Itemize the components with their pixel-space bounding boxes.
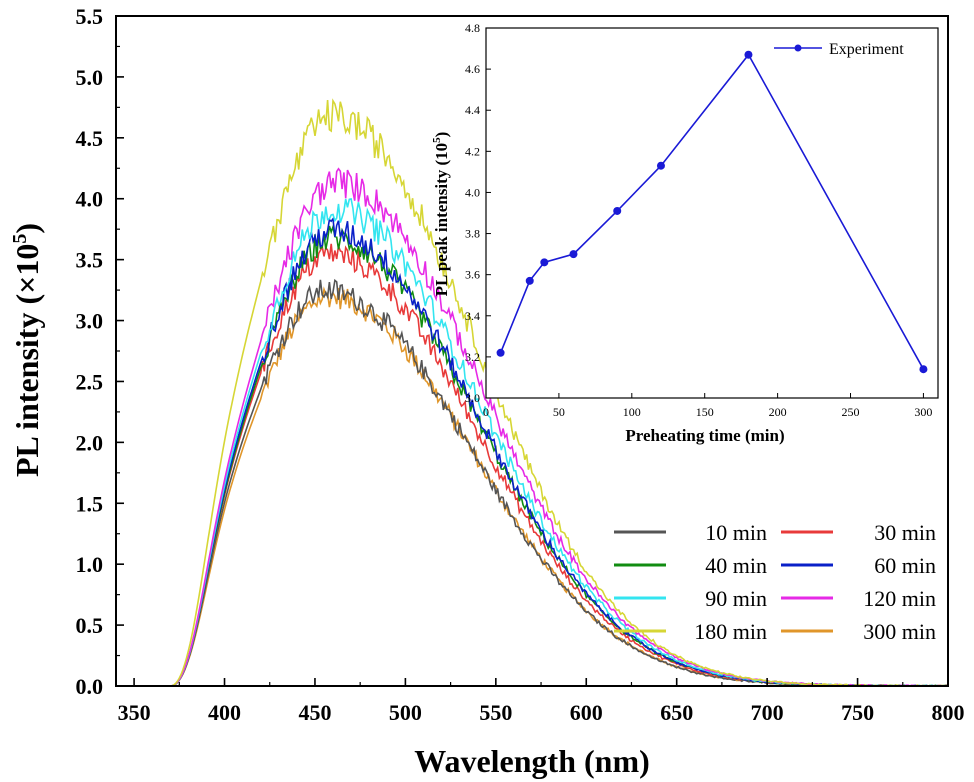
main-y-tick-label: 3.0 bbox=[76, 309, 104, 334]
main-y-tick-label: 2.5 bbox=[76, 369, 104, 394]
inset-y-tick-label: 3.2 bbox=[465, 350, 480, 364]
main-y-axis-title-end: ) bbox=[9, 223, 45, 234]
inset-x-tick-label: 50 bbox=[553, 405, 565, 419]
main-x-tick-label: 800 bbox=[932, 700, 965, 725]
main-x-tick-label: 450 bbox=[298, 700, 331, 725]
main-y-tick-label: 4.0 bbox=[76, 187, 104, 212]
main-y-axis-title-sup: 5 bbox=[9, 234, 31, 244]
inset-data-point bbox=[613, 206, 622, 215]
inset-data-point bbox=[656, 161, 665, 170]
legend-label: 30 min bbox=[874, 520, 936, 545]
main-y-tick-label: 0.0 bbox=[76, 674, 104, 699]
main-x-tick-label: 400 bbox=[208, 700, 241, 725]
main-y-tick-label: 0.5 bbox=[76, 613, 104, 638]
main-y-tick-label: 5.5 bbox=[76, 4, 104, 29]
main-y-tick-label: 2.0 bbox=[76, 430, 104, 455]
inset-y-tick-label: 4.8 bbox=[465, 21, 480, 35]
main-x-tick-label: 600 bbox=[570, 700, 603, 725]
inset-x-tick-label: 0 bbox=[483, 405, 489, 419]
main-y-tick-label: 1.5 bbox=[76, 491, 104, 516]
inset-x-tick-label: 100 bbox=[623, 405, 641, 419]
inset-y-axis-title-sup: 5 bbox=[431, 137, 443, 143]
inset-series-group bbox=[496, 50, 928, 374]
inset-y-tick-labels: 3.0 3.2 3.4 3.6 3.8 4.0 4.2 4.4 4.6 4.8 bbox=[465, 21, 480, 405]
main-x-tick-label: 750 bbox=[841, 700, 874, 725]
inset-y-tick-label: 4.2 bbox=[465, 144, 480, 158]
main-x-tick-label: 350 bbox=[118, 700, 151, 725]
main-x-axis-title: Wavelength (nm) bbox=[414, 743, 650, 779]
inset-data-point bbox=[919, 365, 928, 374]
inset-y-tick-label: 3.0 bbox=[465, 391, 480, 405]
inset-data-point bbox=[525, 276, 534, 285]
inset-x-tick-label: 250 bbox=[842, 405, 860, 419]
inset-x-tick-label: 150 bbox=[696, 405, 714, 419]
inset-y-axis-title-end: ) bbox=[432, 132, 451, 138]
legend-label: 180 min bbox=[694, 619, 767, 644]
main-y-tick-label: 5.0 bbox=[76, 65, 104, 90]
inset-y-axis-title-text: PL peak intensity (10 bbox=[432, 143, 451, 297]
inset-plot-frame bbox=[485, 27, 939, 399]
main-x-tick-label: 700 bbox=[751, 700, 784, 725]
legend-label: 10 min bbox=[705, 520, 767, 545]
main-y-axis-title-text: PL intensity (×10 bbox=[9, 244, 45, 477]
legend-label: 90 min bbox=[705, 586, 767, 611]
main-x-tick-label: 500 bbox=[389, 700, 422, 725]
main-axis-ticks bbox=[116, 15, 949, 687]
spectrum-line-180-min bbox=[116, 98, 949, 687]
main-x-tick-label: 550 bbox=[479, 700, 512, 725]
main-x-tick-labels: 350 400 450 500 550 600 650 700 750 800 bbox=[118, 700, 965, 725]
inset-x-tick-label: 300 bbox=[914, 405, 932, 419]
inset-y-tick-label: 3.8 bbox=[465, 227, 480, 241]
inset-legend-label: Experiment bbox=[829, 41, 904, 58]
inset-legend-marker bbox=[794, 44, 802, 52]
legend-label: 300 min bbox=[863, 619, 936, 644]
main-y-tick-label: 4.5 bbox=[76, 126, 104, 151]
main-y-tick-labels: 0.0 0.5 1.0 1.5 2.0 2.5 3.0 3.5 4.0 4.5 5.0 5.5 bbox=[76, 4, 104, 699]
main-series-group bbox=[116, 98, 949, 687]
inset-background bbox=[486, 28, 938, 398]
inset-data-point bbox=[744, 50, 753, 59]
main-y-tick-label: 3.5 bbox=[76, 248, 104, 273]
main-y-tick-label: 1.0 bbox=[76, 552, 104, 577]
inset-data-point bbox=[569, 250, 578, 259]
inset-y-tick-label: 4.6 bbox=[465, 62, 480, 76]
inset-axis-ticks bbox=[485, 27, 924, 399]
inset-y-tick-label: 4.0 bbox=[465, 185, 480, 199]
inset-y-tick-label: 3.4 bbox=[465, 309, 480, 323]
inset-data-point bbox=[496, 348, 505, 357]
inset-x-tick-label: 200 bbox=[769, 405, 787, 419]
inset-x-tick-labels: 0 50 100 150 200 250 300 bbox=[483, 405, 932, 419]
legend-label: 120 min bbox=[863, 586, 936, 611]
main-y-axis-title: PL intensity (×105) bbox=[9, 223, 45, 477]
inset-legend: Experiment bbox=[774, 41, 904, 58]
legend-label: 40 min bbox=[705, 553, 767, 578]
inset-data-point bbox=[540, 258, 549, 267]
spectrum-line-120-min bbox=[116, 167, 949, 687]
inset-x-axis-title: Preheating time (min) bbox=[625, 426, 784, 445]
main-legend: 10 min 30 min 40 min 60 min 90 min 120 min 180… bbox=[614, 520, 936, 644]
legend-label: 60 min bbox=[874, 553, 936, 578]
inset-y-tick-label: 4.4 bbox=[465, 103, 480, 117]
inset-y-axis-title: PL peak intensity (105) bbox=[431, 132, 451, 297]
inset-y-tick-label: 3.6 bbox=[465, 268, 480, 282]
main-x-tick-label: 650 bbox=[660, 700, 693, 725]
